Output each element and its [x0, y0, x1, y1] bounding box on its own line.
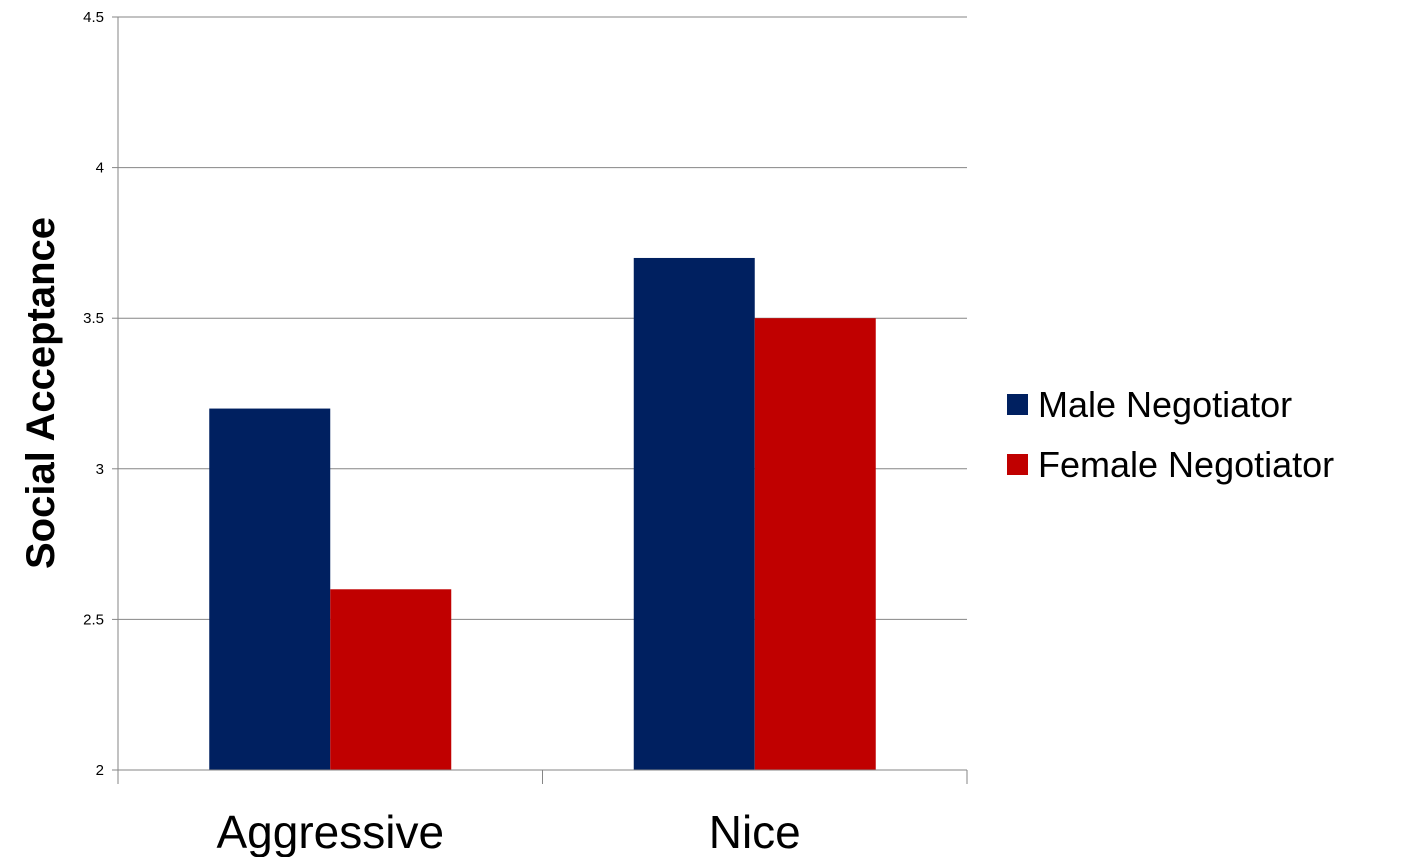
legend: Male Negotiator Female Negotiator: [1007, 384, 1334, 485]
bar-female-negotiator: [754, 318, 876, 770]
bars: [209, 257, 876, 771]
y-tick-label: 2.5: [83, 611, 104, 628]
bar-male-negotiator: [633, 257, 755, 771]
legend-label: Female Negotiator: [1038, 444, 1334, 485]
y-tick-label: 4.5: [83, 9, 104, 26]
legend-swatch: [1007, 394, 1028, 415]
x-category-label: Aggressive: [216, 806, 444, 857]
y-tick-label: 3.5: [83, 310, 104, 327]
y-tick-label: 2: [96, 762, 104, 779]
x-category-labels: Aggressive Nice: [117, 770, 968, 858]
y-axis-label: Social Acceptance: [19, 217, 63, 569]
bar-male-negotiator: [209, 408, 331, 770]
bar-female-negotiator: [330, 589, 452, 770]
legend-label: Male Negotiator: [1038, 384, 1292, 425]
legend-swatch: [1007, 454, 1028, 475]
y-tick-label: 3: [96, 461, 104, 478]
y-ticks: 2 2.5 3 3.5 4 4.5: [83, 9, 118, 779]
x-category-label: Nice: [709, 806, 801, 857]
y-tick-label: 4: [96, 160, 104, 177]
